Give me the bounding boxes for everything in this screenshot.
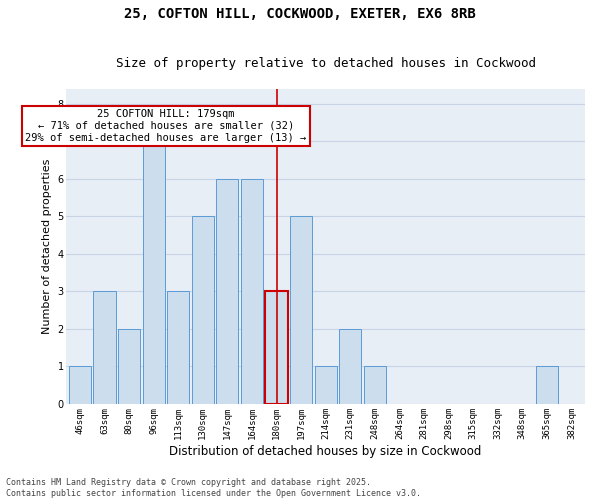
- Bar: [94, 292, 116, 404]
- Title: Size of property relative to detached houses in Cockwood: Size of property relative to detached ho…: [116, 56, 536, 70]
- Bar: [314, 366, 337, 404]
- Bar: [339, 329, 361, 404]
- Bar: [290, 216, 312, 404]
- Bar: [143, 142, 164, 404]
- Bar: [118, 329, 140, 404]
- Y-axis label: Number of detached properties: Number of detached properties: [42, 158, 52, 334]
- Bar: [241, 179, 263, 404]
- Bar: [192, 216, 214, 404]
- Bar: [167, 292, 189, 404]
- Text: Contains HM Land Registry data © Crown copyright and database right 2025.
Contai: Contains HM Land Registry data © Crown c…: [6, 478, 421, 498]
- Bar: [69, 366, 91, 404]
- Text: 25, COFTON HILL, COCKWOOD, EXETER, EX6 8RB: 25, COFTON HILL, COCKWOOD, EXETER, EX6 8…: [124, 8, 476, 22]
- Bar: [217, 179, 238, 404]
- Bar: [364, 366, 386, 404]
- Bar: [536, 366, 558, 404]
- Bar: [265, 292, 287, 404]
- Text: 25 COFTON HILL: 179sqm
← 71% of detached houses are smaller (32)
29% of semi-det: 25 COFTON HILL: 179sqm ← 71% of detached…: [25, 110, 307, 142]
- X-axis label: Distribution of detached houses by size in Cockwood: Distribution of detached houses by size …: [169, 444, 482, 458]
